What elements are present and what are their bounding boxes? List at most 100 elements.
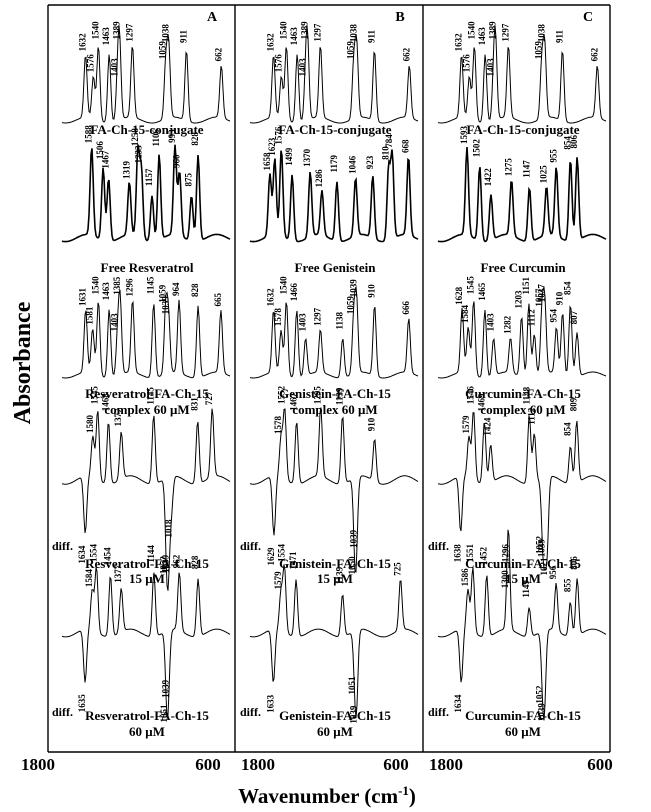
panel-label: B bbox=[395, 10, 404, 25]
peak-label: 1586 bbox=[460, 568, 470, 587]
peak-label: 1633 bbox=[265, 694, 275, 713]
spectrum-line bbox=[61, 408, 231, 591]
peak-label: 828 bbox=[190, 283, 200, 297]
diff-label: diff. bbox=[240, 539, 261, 553]
spectrum-label: Genistein-FA-Ch-15 bbox=[279, 556, 391, 571]
diff-label: diff. bbox=[52, 539, 73, 553]
peak-label: 1584 bbox=[460, 304, 470, 323]
peak-label: 1377 bbox=[113, 564, 123, 583]
peak-label: 1467 bbox=[289, 392, 299, 411]
peak-label: 911 bbox=[367, 29, 377, 43]
spectrum-line bbox=[249, 149, 419, 243]
peak-label: 1632 bbox=[265, 33, 275, 52]
peak-label: 1403 bbox=[298, 313, 308, 332]
peak-label: 1552 bbox=[277, 385, 287, 404]
spectrum-label: 15 μM bbox=[505, 571, 541, 586]
peak-label: 809 bbox=[569, 397, 579, 411]
peak-label: 1039 bbox=[161, 554, 171, 573]
peak-label: 1139 bbox=[334, 566, 344, 584]
peak-label: 1025 bbox=[539, 165, 549, 184]
peak-label: 666 bbox=[401, 301, 411, 315]
peak-label: 875 bbox=[184, 173, 194, 187]
peak-label: 1545 bbox=[90, 386, 100, 405]
spectrum-label: Free Resveratrol bbox=[101, 260, 194, 275]
peak-label: 1038 bbox=[537, 24, 547, 43]
diff-label: diff. bbox=[428, 539, 449, 553]
peak-label: 1629 bbox=[266, 547, 276, 566]
spectrum-line bbox=[249, 25, 419, 124]
x-tick-label: 600 bbox=[383, 755, 409, 774]
diff-label: diff. bbox=[52, 705, 73, 719]
peak-label: 1403 bbox=[486, 313, 496, 331]
peak-label: 831 bbox=[190, 397, 200, 411]
peak-label: 1581 bbox=[85, 306, 95, 325]
peak-label: 1018 bbox=[164, 519, 174, 538]
peak-label: 1039 bbox=[161, 679, 171, 698]
peak-label: 854 bbox=[562, 422, 572, 436]
peak-label: 1051 bbox=[159, 704, 169, 723]
peak-label: 1540 bbox=[278, 276, 288, 295]
peak-label: 1546 bbox=[466, 386, 476, 405]
peak-label: 964 bbox=[171, 282, 181, 296]
peak-label: 1465 bbox=[477, 282, 487, 301]
peak-label: 662 bbox=[401, 47, 411, 61]
peak-label: 1579 bbox=[461, 415, 471, 434]
spectrum-label: 60 μM bbox=[317, 724, 353, 739]
spectrum-label: complex 60 μM bbox=[104, 402, 189, 417]
peak-label: 828 bbox=[190, 555, 200, 569]
peak-label: 1106 bbox=[151, 128, 161, 146]
peak-label: 1258 bbox=[130, 128, 140, 147]
peak-label: 1506 bbox=[95, 141, 105, 160]
peak-label: 662 bbox=[213, 47, 223, 61]
peak-label: 1038 bbox=[161, 24, 171, 43]
peak-label: 955 bbox=[548, 149, 558, 163]
peak-label: 665 bbox=[213, 293, 223, 307]
peak-label: 1632 bbox=[77, 33, 87, 52]
peak-label: 1463 bbox=[477, 27, 487, 46]
peak-label: 1576 bbox=[273, 54, 283, 73]
peak-label: 1631 bbox=[78, 288, 88, 307]
peak-label: 1540 bbox=[278, 21, 288, 40]
peak-label: 1052 bbox=[159, 556, 169, 575]
peak-label: 1297 bbox=[312, 307, 322, 326]
peak-label: 1021 bbox=[539, 557, 549, 576]
peak-label: 1059 bbox=[346, 41, 356, 60]
peak-label: 1052 bbox=[535, 535, 545, 554]
spectrum-label: 15 μM bbox=[317, 571, 353, 586]
peak-label: 854 bbox=[562, 136, 572, 150]
peak-label: 1634 bbox=[453, 694, 463, 713]
peak-label: 1282 bbox=[502, 315, 512, 334]
peak-label: 1038 bbox=[349, 24, 359, 43]
peak-label: 954 bbox=[548, 308, 558, 322]
peak-label: 1554 bbox=[276, 543, 286, 562]
spectrum-label: FA-Ch-15-conjugate bbox=[278, 122, 391, 137]
peak-label: 807 bbox=[569, 310, 579, 324]
peak-label: 1540 bbox=[466, 21, 476, 40]
peak-label: 854 bbox=[562, 281, 572, 295]
peak-label: 1389 bbox=[112, 21, 122, 40]
peak-label: 1051 bbox=[347, 676, 357, 695]
peak-label: 1403 bbox=[486, 58, 496, 76]
spectrum-label: Curcumin-FA-Ch-15 bbox=[465, 386, 581, 401]
peak-label: 910 bbox=[367, 417, 377, 431]
peak-label: 1471 bbox=[288, 551, 298, 570]
peak-label: 727 bbox=[204, 391, 214, 405]
peak-label: 1422 bbox=[483, 168, 493, 187]
peak-label: 1628 bbox=[454, 286, 464, 305]
spectrum-line bbox=[437, 529, 607, 721]
peak-label: 1389 bbox=[488, 21, 498, 40]
peak-label: 1576 bbox=[461, 54, 471, 73]
spectra-layer bbox=[61, 25, 607, 721]
peak-label: 1468 bbox=[101, 393, 111, 412]
peak-label: 1149 bbox=[521, 580, 531, 598]
peak-label: 1576 bbox=[273, 126, 283, 145]
peak-label: 1576 bbox=[85, 54, 95, 73]
peak-label: 1635 bbox=[77, 694, 87, 713]
peak-label: 1157 bbox=[144, 168, 154, 186]
x-tick-label: 1800 bbox=[429, 755, 463, 774]
peak-label: 1037 bbox=[537, 284, 547, 303]
spectrum-label: FA-Ch-15-conjugate bbox=[90, 122, 203, 137]
peak-label: 1632 bbox=[265, 288, 275, 307]
spectrum-label: Curcumin-FA-Ch-15 bbox=[465, 708, 581, 723]
spectrum-label: 60 μM bbox=[129, 724, 165, 739]
